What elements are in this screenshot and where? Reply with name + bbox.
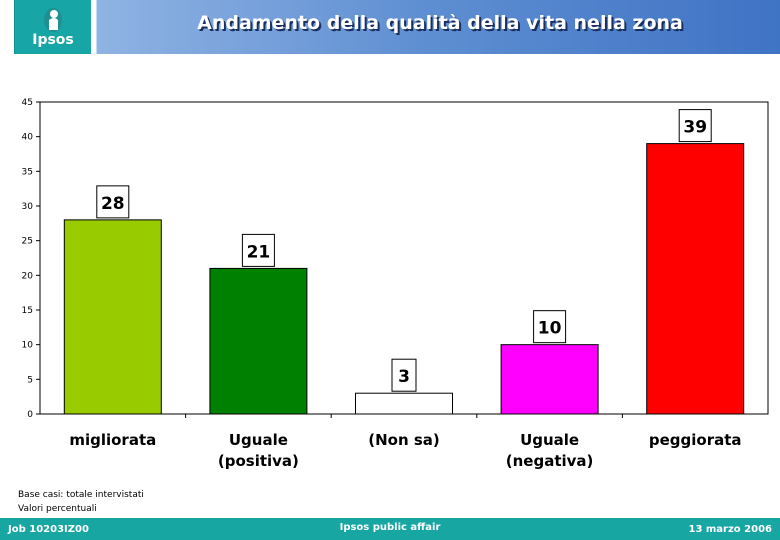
data-label: 21 (247, 242, 271, 262)
y-tick-label: 25 (22, 237, 33, 247)
data-label-box (96, 185, 130, 219)
y-tick-label: 30 (22, 202, 34, 212)
bar (63, 219, 162, 415)
x-tick-label: Uguale (520, 431, 579, 449)
page-title: Andamento della qualità della vita nella… (197, 12, 683, 34)
data-label-box (241, 233, 275, 267)
x-tick-label: (negativa) (506, 452, 594, 470)
y-tick-label: 15 (22, 306, 33, 316)
data-label: 3 (398, 367, 410, 387)
x-tick-label: (positiva) (218, 452, 299, 470)
data-label-box (678, 109, 712, 143)
x-tick-label: (Non sa) (368, 431, 440, 449)
ipsos-logo: Ipsos (14, 0, 91, 54)
y-tick-label: 10 (22, 341, 34, 351)
data-label: 28 (101, 194, 125, 214)
bar-chart: 0 5 10 15 20 25 30 35 40 45 28 migliorata 21 Uguale (p… (22, 98, 769, 470)
x-tick-label: migliorata (69, 431, 156, 449)
footer-center-text: Ipsos public affair (339, 522, 441, 533)
y-tick-label: 45 (22, 98, 33, 108)
y-tick-label: 5 (27, 375, 33, 385)
values-note: Valori percentuali (18, 504, 97, 514)
logo-figure-icon (44, 8, 62, 32)
bar (646, 143, 745, 415)
data-label-box (391, 358, 417, 392)
y-tick-label: 20 (22, 271, 34, 281)
bar (209, 267, 308, 415)
data-label-box (533, 310, 567, 344)
bar (500, 344, 599, 415)
y-tick-label: 35 (22, 167, 33, 177)
bar (355, 392, 453, 415)
chart-notes: Base casi: totale intervistati Valori pe… (18, 488, 144, 516)
x-tick-label: Uguale (229, 431, 288, 449)
footer-bar: Job 10203IZ00 Ipsos public affair 13 mar… (0, 518, 780, 540)
y-tick-label: 40 (22, 133, 34, 143)
job-id: Job 10203IZ00 (8, 524, 89, 535)
footer-date: 13 marzo 2006 (688, 524, 772, 535)
x-tick-label: peggiorata (649, 431, 742, 449)
header-bar: Ipsos Andamento della qualità della vita… (0, 0, 780, 54)
data-label: 10 (538, 319, 562, 339)
data-label: 39 (683, 118, 707, 138)
y-tick-label: 0 (27, 410, 33, 420)
base-note: Base casi: totale intervistati (18, 490, 144, 500)
logo-text: Ipsos (32, 32, 74, 48)
